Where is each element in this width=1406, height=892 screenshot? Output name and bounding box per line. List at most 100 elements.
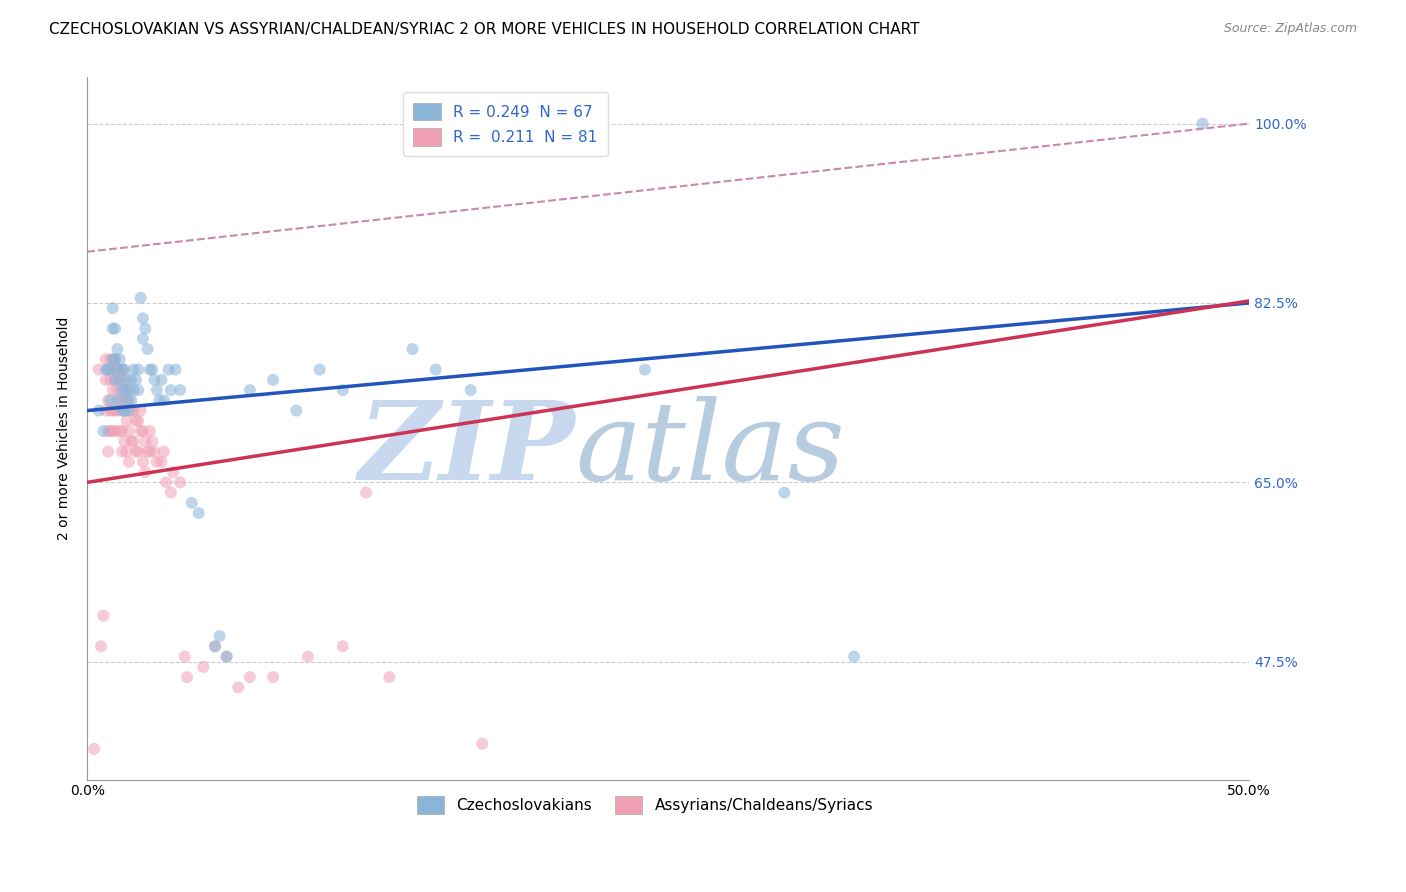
Point (100, 373, 122, 387)
Text: CZECHOSLOVAKIAN VS ASSYRIAN/CHALDEAN/SYRIAC 2 OR MORE VEHICLES IN HOUSEHOLD CORR: CZECHOSLOVAKIAN VS ASSYRIAN/CHALDEAN/SYR… (49, 22, 920, 37)
Point (111, 362, 134, 376)
Point (157, 362, 180, 376)
Point (118, 393, 141, 408)
Point (94, 403, 117, 417)
Point (118, 383, 141, 397)
Point (153, 393, 176, 408)
Point (471, 737, 494, 751)
Point (104, 373, 127, 387)
Point (104, 403, 127, 417)
Point (101, 403, 124, 417)
Point (93, 608, 115, 623)
Point (226, 681, 249, 695)
Point (108, 373, 131, 387)
Point (105, 362, 128, 376)
Point (112, 373, 135, 387)
Point (297, 649, 319, 664)
Legend: Czechoslovakians, Assyrians/Chaldeans/Syriacs: Czechoslovakians, Assyrians/Chaldeans/Sy… (406, 786, 884, 824)
Point (169, 383, 191, 397)
Point (425, 362, 447, 376)
Point (150, 373, 173, 387)
Point (87, 403, 110, 417)
Point (132, 311, 155, 326)
Point (155, 475, 177, 490)
Point (97, 362, 120, 376)
Point (146, 455, 169, 469)
Point (118, 424, 141, 438)
Point (122, 383, 145, 397)
Point (112, 434, 135, 449)
Point (143, 373, 166, 387)
Point (101, 301, 124, 315)
Point (104, 352, 127, 367)
Point (262, 670, 284, 684)
Point (165, 362, 187, 376)
Point (100, 393, 122, 408)
Point (134, 434, 156, 449)
Point (115, 383, 138, 397)
Point (112, 362, 135, 376)
Point (105, 362, 128, 376)
Point (115, 373, 138, 387)
Point (115, 414, 138, 428)
Point (111, 362, 134, 376)
Point (101, 383, 124, 397)
Point (204, 640, 226, 654)
Point (173, 649, 195, 664)
Point (148, 393, 170, 408)
Point (111, 444, 134, 458)
Point (132, 455, 155, 469)
Point (239, 383, 262, 397)
Point (97, 424, 120, 438)
Point (120, 434, 142, 449)
Point (100, 424, 122, 438)
Point (112, 403, 135, 417)
Point (120, 393, 142, 408)
Point (120, 403, 142, 417)
Point (94, 362, 117, 376)
Point (101, 321, 124, 335)
Point (176, 670, 198, 684)
Point (101, 424, 124, 438)
Point (262, 373, 284, 387)
Point (111, 383, 134, 397)
Point (136, 342, 159, 356)
Point (354, 485, 377, 500)
Point (118, 455, 141, 469)
Point (169, 475, 191, 490)
Point (83, 742, 105, 756)
Point (332, 383, 354, 397)
Point (94, 373, 117, 387)
Point (1191, 117, 1213, 131)
Point (139, 362, 162, 376)
Point (401, 342, 423, 356)
Point (122, 434, 145, 449)
Point (100, 352, 122, 367)
Point (134, 321, 156, 335)
Point (122, 403, 145, 417)
Point (111, 403, 134, 417)
Point (104, 424, 127, 438)
Point (125, 414, 148, 428)
Point (129, 424, 152, 438)
Point (111, 393, 134, 408)
Point (136, 444, 159, 458)
Point (215, 649, 238, 664)
Point (141, 434, 163, 449)
Point (105, 342, 128, 356)
Point (208, 629, 231, 643)
Point (159, 383, 181, 397)
Point (105, 383, 128, 397)
Point (118, 403, 141, 417)
Point (115, 393, 138, 408)
Point (332, 640, 354, 654)
Point (162, 465, 184, 479)
Point (215, 649, 238, 664)
Point (115, 444, 138, 458)
Text: ZIP: ZIP (359, 396, 575, 503)
Point (108, 352, 131, 367)
Point (153, 444, 176, 458)
Point (127, 362, 149, 376)
Point (120, 373, 142, 387)
Text: atlas: atlas (575, 396, 845, 503)
